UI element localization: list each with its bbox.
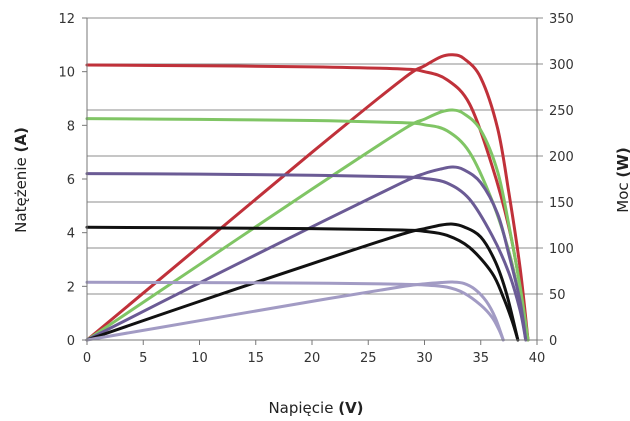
x-tick-label: 35 bbox=[472, 351, 489, 366]
y-left-axis-unit: (A) bbox=[12, 127, 30, 152]
x-tick-label: 5 bbox=[139, 351, 147, 366]
y-right-axis-title: Moc (W) bbox=[614, 147, 630, 212]
y-left-tick-label: 8 bbox=[67, 119, 75, 134]
power-curve bbox=[85, 53, 530, 342]
x-tick-label: 20 bbox=[304, 351, 321, 366]
x-axis-title: Napięcie (V) bbox=[268, 399, 363, 417]
power-curve bbox=[85, 165, 528, 342]
y-right-ticks: 0 50 100 150 200 250 300 350 bbox=[549, 12, 574, 349]
y-right-tick-label: 50 bbox=[549, 288, 566, 303]
y-left-tick-label: 0 bbox=[67, 334, 75, 349]
curves bbox=[85, 53, 530, 342]
current-curve bbox=[85, 172, 528, 342]
y-left-axis-title: Natężenie (A) bbox=[12, 127, 30, 233]
y-right-tick-label: 200 bbox=[549, 150, 574, 165]
y-right-tick-label: 0 bbox=[549, 334, 557, 349]
y-left-tick-label: 10 bbox=[58, 66, 75, 81]
y-right-axis-unit: (W) bbox=[614, 147, 630, 177]
x-tick-label: 25 bbox=[360, 351, 377, 366]
y-left-tick-label: 2 bbox=[67, 280, 75, 295]
power-curve bbox=[85, 280, 505, 342]
x-tick-label: 15 bbox=[247, 351, 264, 366]
current-curve bbox=[85, 225, 520, 342]
current-curve bbox=[85, 280, 505, 342]
x-tick-label: 10 bbox=[191, 351, 208, 366]
y-left-ticks: 0 2 4 6 8 10 12 bbox=[58, 12, 87, 349]
x-ticks: 0 5 10 15 20 25 30 35 40 bbox=[83, 340, 545, 366]
y-right-tick-label: 250 bbox=[549, 104, 574, 119]
x-tick-label: 0 bbox=[83, 351, 91, 366]
y-left-tick-label: 6 bbox=[67, 173, 75, 188]
y-right-tick-label: 350 bbox=[549, 12, 574, 27]
y-left-tick-label: 4 bbox=[67, 227, 75, 242]
y-right-tick-label: 100 bbox=[549, 242, 574, 257]
x-axis-unit: (V) bbox=[338, 399, 363, 417]
y-left-tick-label: 12 bbox=[58, 12, 75, 27]
x-tick-label: 40 bbox=[529, 351, 546, 366]
y-right-tick-label: 300 bbox=[549, 58, 574, 73]
power-curve bbox=[85, 108, 530, 342]
x-tick-label: 30 bbox=[416, 351, 433, 366]
y-right-tick-label: 150 bbox=[549, 196, 574, 211]
